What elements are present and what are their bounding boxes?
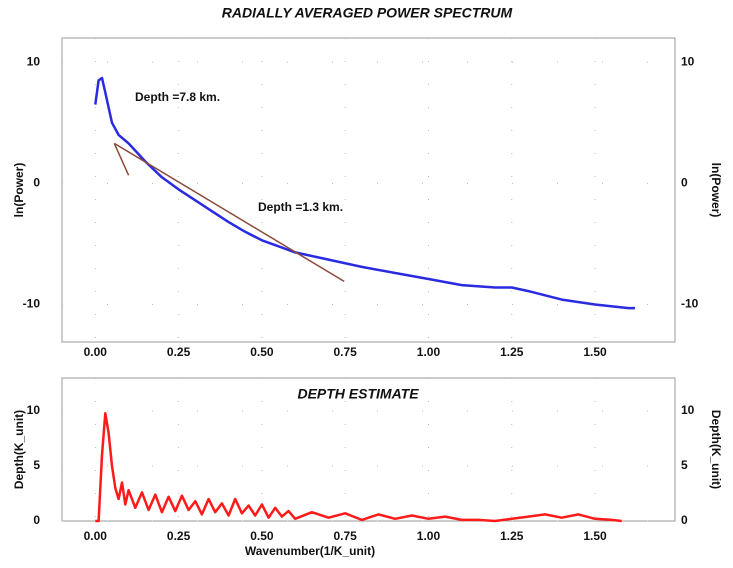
x-tick-label: 0.25 <box>167 529 191 543</box>
x-tick-label: 0.00 <box>84 529 108 543</box>
x-tick-label: 1.50 <box>583 345 607 359</box>
x-tick-label: 1.00 <box>417 345 441 359</box>
y2-tick-label: -10 <box>681 297 699 311</box>
y-axis-label: ln(Power) <box>12 163 26 218</box>
x-tick-label: 1.00 <box>417 529 441 543</box>
data-line <box>95 411 622 523</box>
x-tick-label: 0.50 <box>250 529 274 543</box>
y-axis-label: Depth(K_unit) <box>12 410 26 489</box>
y-tick-label: 0 <box>33 176 40 190</box>
y-tick-label: 5 <box>33 458 40 472</box>
y-tick-label: 10 <box>27 403 41 417</box>
chart-title: RADIALLY AVERAGED POWER SPECTRUM <box>222 5 513 21</box>
plot-frame <box>61 377 676 522</box>
x-axis-label: Wavenumber(1/K_unit) <box>245 544 375 558</box>
x-tick-label: 1.25 <box>500 529 524 543</box>
x-tick-label: 0.75 <box>333 529 357 543</box>
x-tick-label: 0.75 <box>333 345 357 359</box>
plot-frame <box>61 37 676 343</box>
x-tick-label: 0.00 <box>84 345 108 359</box>
y2-tick-label: 5 <box>681 458 688 472</box>
data-line <box>94 76 635 310</box>
y2-tick-label: 0 <box>681 176 688 190</box>
y2-axis-label: Depth(K_unit) <box>709 410 723 489</box>
x-tick-label: 1.50 <box>583 529 607 543</box>
y2-tick-label: 0 <box>681 513 688 527</box>
x-tick-label: 1.25 <box>500 345 524 359</box>
data-line <box>113 143 130 176</box>
annotation: Depth =7.8 km. <box>135 90 220 104</box>
y-tick-label: 0 <box>33 513 40 527</box>
chart-title: DEPTH ESTIMATE <box>297 386 419 402</box>
x-tick-label: 0.50 <box>250 345 274 359</box>
y-tick-label: 10 <box>27 54 41 68</box>
y2-tick-label: 10 <box>681 54 695 68</box>
y-tick-label: -10 <box>23 297 41 311</box>
data-line <box>113 142 345 283</box>
annotation: Depth =1.3 km. <box>258 200 343 214</box>
y2-axis-label: ln(Power) <box>709 163 723 218</box>
y2-tick-label: 10 <box>681 403 695 417</box>
x-tick-label: 0.25 <box>167 345 191 359</box>
